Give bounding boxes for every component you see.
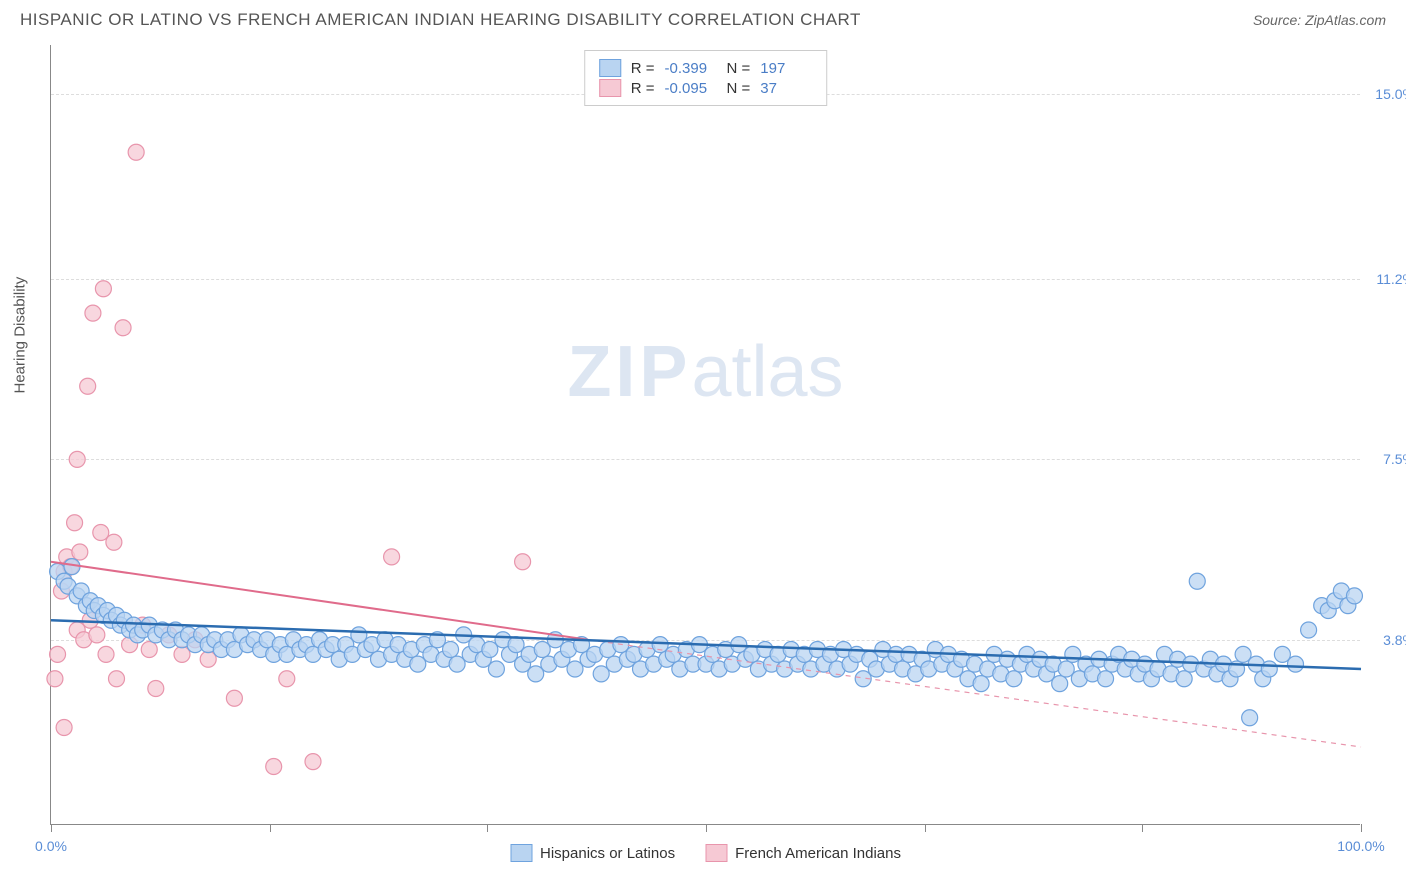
data-point (56, 720, 72, 736)
data-point (1261, 661, 1277, 677)
x-tick-label: 100.0% (1337, 838, 1384, 854)
y-tick-label: 7.5% (1383, 451, 1406, 467)
data-point (89, 627, 105, 643)
y-axis-label: Hearing Disability (12, 277, 29, 394)
source-attribution: Source: ZipAtlas.com (1253, 12, 1386, 28)
data-point (266, 759, 282, 775)
x-tick (1361, 824, 1362, 832)
data-point (1346, 588, 1362, 604)
data-point (80, 378, 96, 394)
legend-label: French American Indians (735, 845, 901, 862)
legend-item: Hispanics or Latinos (510, 844, 675, 862)
legend-row: R = -0.399 N = 197 (599, 59, 813, 77)
data-point (47, 671, 63, 687)
legend-swatch (599, 79, 621, 97)
legend-item: French American Indians (705, 844, 901, 862)
series-legend: Hispanics or Latinos French American Indi… (510, 844, 901, 862)
x-tick (487, 824, 488, 832)
data-point (515, 554, 531, 570)
x-tick (1142, 824, 1143, 832)
data-point (67, 515, 83, 531)
data-point (148, 681, 164, 697)
data-point (106, 534, 122, 550)
legend-swatch (599, 59, 621, 77)
correlation-legend: R = -0.399 N = 197 R = -0.095 N = 37 (584, 50, 828, 106)
data-point (141, 642, 157, 658)
n-label: N = (727, 60, 751, 77)
data-point (279, 671, 295, 687)
legend-swatch (510, 844, 532, 862)
y-tick-label: 3.8% (1383, 632, 1406, 648)
data-point (1242, 710, 1258, 726)
data-point (973, 676, 989, 692)
x-tick (270, 824, 271, 832)
data-point (115, 320, 131, 336)
data-point (1006, 671, 1022, 687)
data-point (305, 754, 321, 770)
data-point (64, 559, 80, 575)
y-tick-label: 15.0% (1375, 86, 1406, 102)
data-point (384, 549, 400, 565)
chart-container: ZIPatlas 3.8%7.5%11.2%15.0% R =-0.399N =… (50, 45, 1360, 825)
legend-row: R = -0.095 N = 37 (599, 79, 813, 97)
legend-label: Hispanics or Latinos (540, 845, 675, 862)
data-point (1098, 671, 1114, 687)
data-point (1176, 671, 1192, 687)
r-label: R = (631, 80, 655, 97)
legend-swatch (705, 844, 727, 862)
data-point (488, 661, 504, 677)
data-point (1301, 622, 1317, 638)
plot-area: ZIPatlas 3.8%7.5%11.2%15.0% R =-0.399N =… (50, 45, 1360, 825)
y-tick-label: 11.2% (1376, 271, 1406, 287)
data-point (95, 281, 111, 297)
x-tick (51, 824, 52, 832)
data-point (109, 671, 125, 687)
data-point (443, 642, 459, 658)
data-point (50, 646, 66, 662)
data-point (1189, 573, 1205, 589)
n-value: 197 (760, 60, 812, 77)
x-tick (925, 824, 926, 832)
data-point (85, 305, 101, 321)
r-value: -0.095 (665, 80, 717, 97)
data-point (98, 646, 114, 662)
data-point (1052, 676, 1068, 692)
chart-title: HISPANIC OR LATINO VS FRENCH AMERICAN IN… (20, 10, 861, 30)
data-point (1288, 656, 1304, 672)
x-tick (706, 824, 707, 832)
data-point (128, 144, 144, 160)
data-point (226, 690, 242, 706)
scatter-svg (51, 45, 1360, 824)
n-label: N = (727, 80, 751, 97)
n-value: 37 (760, 80, 812, 97)
x-tick-label: 0.0% (35, 838, 67, 854)
data-point (72, 544, 88, 560)
data-point (69, 451, 85, 467)
r-label: R = (631, 60, 655, 77)
r-value: -0.399 (665, 60, 717, 77)
